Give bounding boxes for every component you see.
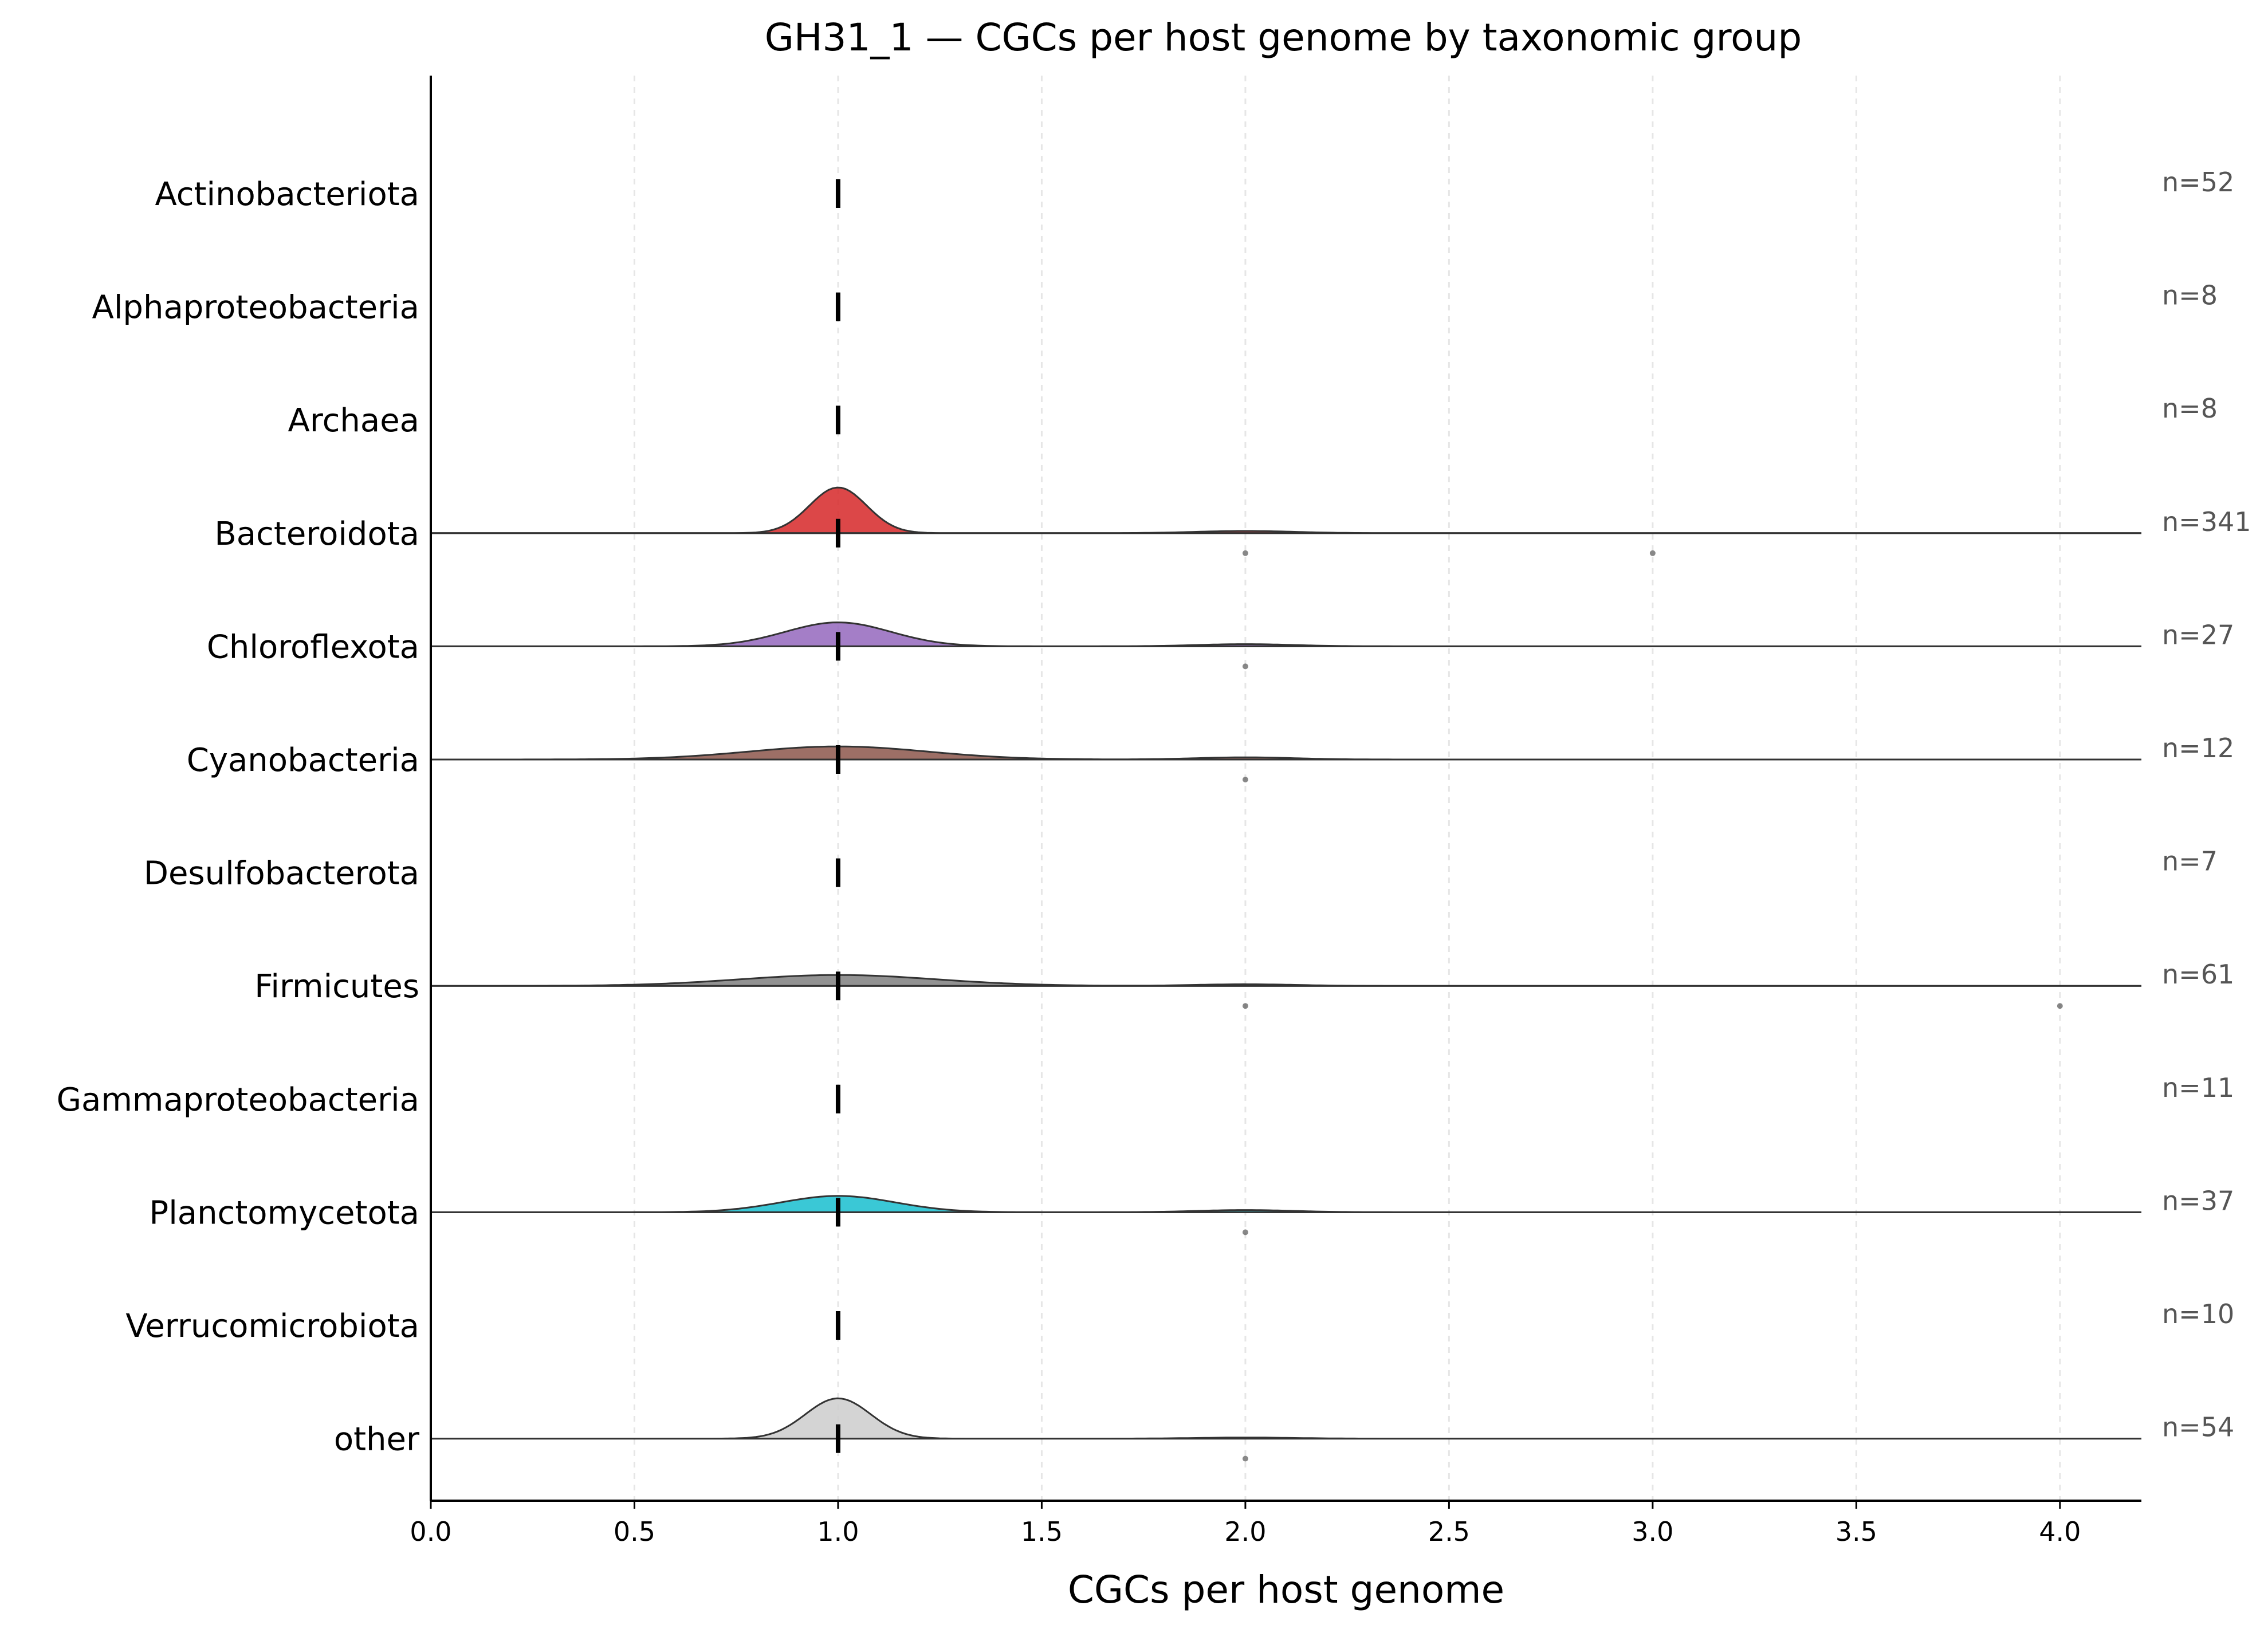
sample-count-label: n=11: [2162, 1072, 2234, 1103]
outlier-point: [1242, 550, 1248, 556]
sample-count-label: n=8: [2162, 393, 2218, 424]
outlier-point: [1242, 1455, 1248, 1462]
x-tick-label: 2.5: [1428, 1516, 1470, 1547]
sample-count-labels: n=52 n=8 n=8 n=341 n=27 n=12 n=7 n=61 n=11 n=37 n=…: [2162, 167, 2251, 1443]
ridge-planctomycetota: [431, 1195, 2141, 1213]
category-label: Verrucomicrobiota: [125, 1308, 419, 1345]
sample-count-label: n=27: [2162, 619, 2234, 650]
ridge-other: [431, 1397, 2141, 1440]
ridge-chloroflexota: [431, 621, 2141, 647]
category-label: Cyanobacteria: [187, 742, 419, 779]
x-tick-label: 1.0: [817, 1516, 859, 1547]
x-tick-label: 3.5: [1835, 1516, 1877, 1547]
category-label: Desulfobacterota: [144, 855, 419, 892]
axes: [430, 76, 2141, 1502]
category-label: other: [334, 1421, 420, 1458]
ridge-cyanobacteria: [431, 745, 2141, 761]
category-label: Bacteroidota: [214, 516, 419, 553]
sample-count-label: n=37: [2162, 1185, 2234, 1216]
ridges: [431, 486, 2141, 1440]
category-label: Chloroflexota: [207, 628, 419, 666]
sample-count-label: n=10: [2162, 1299, 2234, 1329]
outlier-point: [1242, 777, 1248, 782]
x-axis-ticks: 0.0 0.5 1.0 1.5 2.0 2.5 3.0 3.5 4.0: [410, 1501, 2081, 1547]
sample-count-label: n=12: [2162, 733, 2234, 764]
chart-title: GH31_1 — CGCs per host genome by taxonom…: [765, 15, 1802, 60]
sample-count-label: n=8: [2162, 280, 2218, 311]
ridge-firmicutes: [431, 974, 2141, 987]
x-tick-label: 1.5: [1021, 1516, 1063, 1547]
x-tick-label: 3.0: [1632, 1516, 1673, 1547]
sample-count-label: n=52: [2162, 167, 2234, 198]
x-tick-label: 2.0: [1224, 1516, 1266, 1547]
ridge-bacteroidota: [431, 486, 2141, 534]
category-label: Planctomycetota: [149, 1194, 419, 1231]
outlier-point: [1242, 1229, 1248, 1236]
x-tick-label: 0.0: [410, 1516, 451, 1547]
outlier-point: [1649, 550, 1656, 556]
sample-count-label: n=7: [2162, 846, 2218, 877]
outlier-points: [1242, 550, 2063, 1462]
sample-count-label: n=61: [2162, 959, 2234, 990]
sample-count-label: n=54: [2162, 1412, 2234, 1443]
x-tick-label: 4.0: [2039, 1516, 2081, 1547]
sample-count-label: n=341: [2162, 506, 2251, 537]
x-tick-label: 0.5: [614, 1516, 655, 1547]
category-label: Archaea: [288, 402, 419, 439]
category-label: Actinobacteriota: [155, 176, 419, 213]
x-axis-title: CGCs per host genome: [1068, 1568, 1504, 1612]
outlier-point: [2057, 1003, 2063, 1009]
category-label: Alphaproteobacteria: [92, 289, 419, 326]
category-labels: Actinobacteriota Alphaproteobacteria Archa…: [57, 176, 420, 1458]
grid-lines: [633, 76, 2061, 1501]
category-label: Firmicutes: [254, 968, 419, 1005]
outlier-point: [1242, 663, 1248, 670]
category-label: Gammaproteobacteria: [57, 1081, 419, 1119]
outlier-point: [1242, 1003, 1248, 1009]
